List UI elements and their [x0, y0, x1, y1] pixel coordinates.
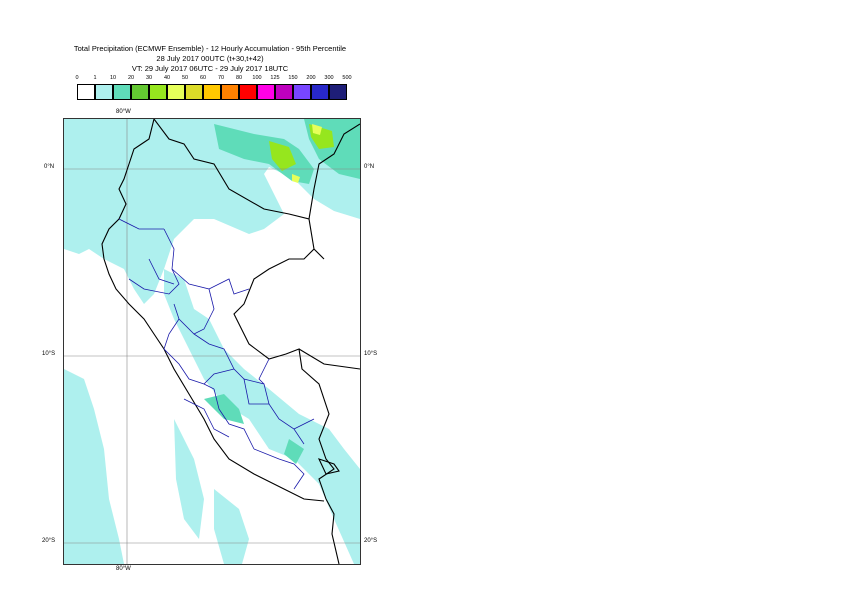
legend-color-box [167, 84, 185, 100]
country-borders [101, 118, 361, 565]
lon-label-top: 80°W [116, 109, 131, 115]
legend-color-box [221, 84, 239, 100]
legend-color-box [77, 84, 95, 100]
map-canvas: 80°W 80°W 0°N 0°N 10°S 10°S 20°S 20°S [42, 109, 377, 572]
legend-color-box [149, 84, 167, 100]
legend-tick-label: 150 [288, 75, 298, 81]
legend-tick-label: 200 [306, 75, 316, 81]
base-time: 28 July 2017 00UTC (t+30,t+42) [156, 54, 264, 63]
legend-color-box [95, 84, 113, 100]
legend-tick-label: 30 [145, 75, 153, 81]
legend-color-box [239, 84, 257, 100]
legend-color-box [293, 84, 311, 100]
legend-tick-label: 300 [324, 75, 334, 81]
lat-label-right-0: 0°N [364, 164, 375, 170]
legend-tick-label: 125 [270, 75, 280, 81]
legend-tick-label: 100 [252, 75, 262, 81]
legend-color-box [329, 84, 347, 100]
legend-tick-label: 0 [75, 75, 79, 81]
legend-tick-label: 1 [93, 75, 97, 81]
legend-color-box [311, 84, 329, 100]
admin-boundaries [118, 218, 315, 490]
legend-color-box [275, 84, 293, 100]
legend-color-box [257, 84, 275, 100]
lat-label-left-20: 20°S [42, 538, 56, 544]
legend-tick-label: 60 [199, 75, 207, 81]
precip-light-shading [64, 119, 360, 564]
legend-tick-label: 40 [163, 75, 171, 81]
legend-tick-label: 500 [342, 75, 352, 81]
map-svg [64, 118, 361, 565]
lat-label-left-10: 10°S [42, 351, 56, 357]
legend-tick-label: 70 [217, 75, 225, 81]
legend-color-box [113, 84, 131, 100]
valid-time: VT: 29 July 2017 06UTC - 29 July 2017 18… [131, 64, 289, 73]
legend-tick-label: 10 [109, 75, 117, 81]
legend-tick-label: 50 [181, 75, 189, 81]
legend-color-box [185, 84, 203, 100]
legend-tick-label: 80 [235, 75, 243, 81]
lat-label-left-0: 0°N [44, 164, 55, 170]
lat-label-right-20: 20°S [364, 538, 378, 544]
legend-tick-label: 20 [127, 75, 135, 81]
legend-color-box [203, 84, 221, 100]
lon-label-bottom: 80°W [116, 566, 131, 572]
map-title: Total Precipitation (ECMWF Ensemble) - 1… [73, 44, 347, 53]
legend-color-box [131, 84, 149, 100]
precip-peak-shading [292, 124, 322, 183]
lat-label-right-10: 10°S [364, 351, 378, 357]
